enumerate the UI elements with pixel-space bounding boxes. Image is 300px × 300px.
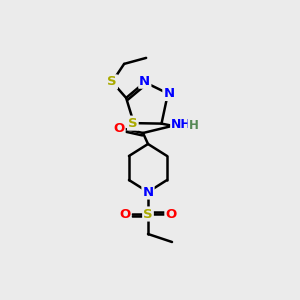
Text: H: H bbox=[189, 119, 199, 132]
Text: O: O bbox=[165, 208, 177, 220]
Text: N: N bbox=[139, 75, 150, 88]
Text: O: O bbox=[113, 122, 124, 136]
Text: NH: NH bbox=[171, 118, 192, 131]
Text: S: S bbox=[143, 208, 153, 220]
Text: O: O bbox=[119, 208, 130, 220]
Text: S: S bbox=[107, 75, 117, 88]
Text: S: S bbox=[128, 117, 138, 130]
Text: N: N bbox=[142, 185, 154, 199]
Text: N: N bbox=[164, 87, 175, 100]
